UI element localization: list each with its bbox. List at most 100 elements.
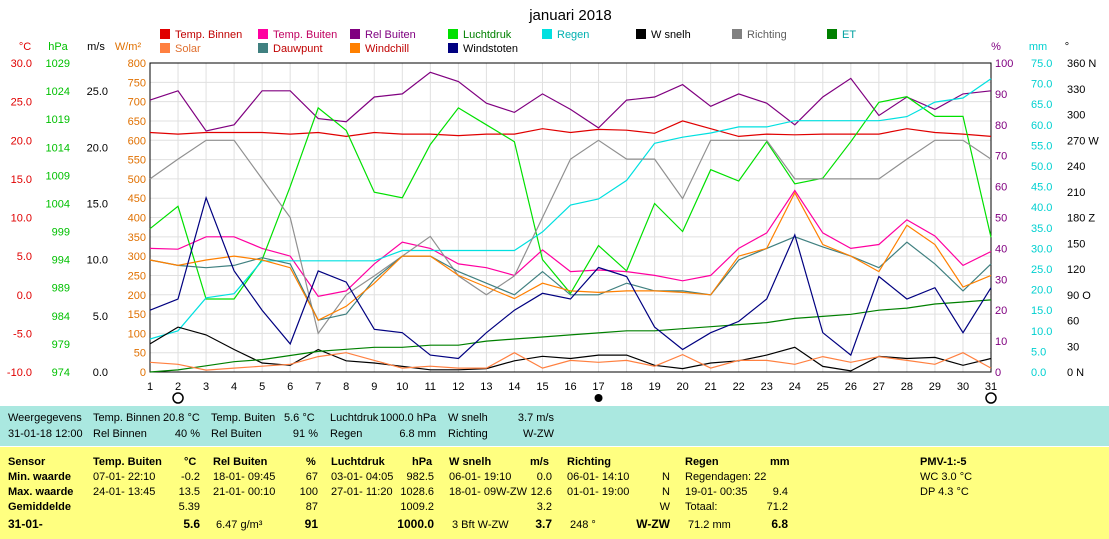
- tick-label-temp: -10.0: [7, 367, 32, 379]
- stat-richting-head: Richting: [567, 456, 611, 468]
- stat-richting-min-time: 06-01- 14:10: [567, 471, 630, 483]
- tick-label-wm2: 50: [134, 348, 146, 360]
- series-line-regen: [149, 78, 992, 340]
- legend-label-temp-buiten: Temp. Buiten: [273, 29, 337, 41]
- tick-label-dir: 180 Z: [1067, 213, 1095, 225]
- wsnelh-value: 3.7 m/s: [517, 412, 554, 424]
- tick-label-pct: 10: [995, 336, 1007, 348]
- stat-temp-min: -0.2: [181, 471, 200, 483]
- tick-label-hpa: 1014: [46, 142, 70, 154]
- stat-richting-degrees: 248 °: [570, 519, 596, 531]
- tick-label-wm2: 450: [128, 193, 146, 205]
- tick-label-wm2: 600: [128, 135, 146, 147]
- stat-rel-max: 100: [299, 486, 318, 498]
- rel-binnen-label: Rel Binnen: [93, 428, 147, 440]
- axis-label-temp: °C: [19, 41, 31, 53]
- tick-label-mm: 45.0: [1031, 182, 1052, 194]
- legend-swatch-et: [827, 29, 837, 39]
- stat-regen-total: 71.2: [766, 501, 788, 513]
- tick-label-pct: 50: [995, 213, 1007, 225]
- current-datetime: 31-01-18 12:00: [8, 428, 83, 440]
- tick-label-temp: 25.0: [11, 97, 32, 109]
- stat-temp-max: 13.5: [178, 486, 200, 498]
- tick-label-mm: 75.0: [1031, 58, 1052, 70]
- tick-label-mm: 15.0: [1031, 305, 1052, 317]
- x-tick-label: 27: [873, 381, 885, 393]
- tick-label-dir: 30: [1067, 341, 1079, 353]
- legend-label-et: ET: [842, 29, 856, 41]
- x-tick-label: 3: [203, 381, 209, 393]
- series-line-luchtdruk: [149, 96, 992, 300]
- tick-label-wm2: 100: [128, 328, 146, 340]
- legend-swatch-w-snelh: [636, 29, 646, 39]
- rel-binnen-value: 40 %: [174, 428, 200, 440]
- tick-label-pct: 80: [995, 120, 1007, 132]
- series-line-solar: [149, 352, 992, 371]
- stat-druk-current: 1000.0: [397, 517, 434, 531]
- weather-chart: januari 2018°C30.025.020.015.010.05.00.0…: [7, 7, 1099, 404]
- tick-label-wm2: 350: [128, 232, 146, 244]
- legend-swatch-richting: [732, 29, 742, 39]
- row-avg: Gemiddelde: [8, 501, 71, 513]
- x-tick-label: 5: [259, 381, 265, 393]
- tick-label-mm: 55.0: [1031, 140, 1052, 152]
- tick-label-mm: 30.0: [1031, 243, 1052, 255]
- stat-richting-current: W-ZW: [636, 517, 670, 531]
- regen-value: 6.8 mm: [399, 428, 436, 440]
- series-line-et: [149, 299, 992, 373]
- tick-label-mm: 50.0: [1031, 161, 1052, 173]
- stat-wind-beaufort: 3 Bft W-ZW: [452, 519, 509, 531]
- tick-label-pct: 100: [995, 58, 1013, 70]
- tick-label-dir: 120: [1067, 264, 1085, 276]
- stat-rel-min-time: 18-01- 09:45: [213, 471, 276, 483]
- stat-druk-min: 982.5: [406, 471, 434, 483]
- regen-label: Regen: [330, 428, 363, 440]
- tick-label-mm: 20.0: [1031, 285, 1052, 297]
- stat-temp-min-time: 07-01- 22:10: [93, 471, 156, 483]
- series-line-w-snelh: [149, 326, 992, 372]
- x-tick-label: 19: [648, 381, 660, 393]
- axis-label-ms: m/s: [87, 41, 105, 53]
- x-tick-label: 15: [536, 381, 548, 393]
- legend-swatch-solar: [160, 43, 170, 53]
- plot-border: [149, 62, 992, 373]
- stat-temp-head: Temp. Buiten: [93, 456, 162, 468]
- stat-wind-head: W snelh: [449, 456, 492, 468]
- tick-label-wm2: 500: [128, 174, 146, 186]
- legend-label-temp-binnen: Temp. Binnen: [175, 29, 242, 41]
- tick-label-pct: 60: [995, 182, 1007, 194]
- tick-label-hpa: 994: [52, 255, 70, 267]
- tick-label-mm: 25.0: [1031, 264, 1052, 276]
- series-line-windchill: [149, 191, 992, 321]
- luchtdruk-label: Luchtdruk: [330, 412, 379, 424]
- tick-label-wm2: 250: [128, 270, 146, 282]
- wind-marker-open: [172, 392, 184, 404]
- x-tick-label: 24: [789, 381, 801, 393]
- stat-rel-current: 91: [304, 517, 318, 531]
- legend-swatch-temp-binnen: [160, 29, 170, 39]
- stat-wind-min-time: 06-01- 19:10: [449, 471, 512, 483]
- chart-title: januari 2018: [528, 7, 612, 24]
- tick-label-hpa: 979: [52, 339, 70, 351]
- temp-buiten-label: Temp. Buiten: [211, 412, 276, 424]
- legend-label-solar: Solar: [175, 43, 201, 55]
- legend-swatch-luchtdruk: [448, 29, 458, 39]
- stat-wind-unit: m/s: [530, 456, 549, 468]
- tick-label-wm2: 300: [128, 251, 146, 263]
- stat-rel-unit: %: [306, 456, 316, 468]
- tick-label-mm: 65.0: [1031, 99, 1052, 111]
- stat-rel-abs-humidity: 6.47 g/m³: [216, 519, 263, 531]
- temp-buiten-value: 5.6 °C: [284, 412, 315, 424]
- series-line-temp-binnen: [149, 120, 992, 138]
- tick-label-pct: 40: [995, 243, 1007, 255]
- stat-druk-unit: hPa: [412, 456, 433, 468]
- tick-label-ms: 10.0: [87, 255, 108, 267]
- stat-regen-head: Regen: [685, 456, 719, 468]
- legend-swatch-dauwpunt: [258, 43, 268, 53]
- stat-wind-max-time: 18-01- 09W-ZW: [449, 486, 528, 498]
- tick-label-temp: 10.0: [11, 213, 32, 225]
- tick-label-dir: 270 W: [1067, 135, 1099, 147]
- tick-label-hpa: 1029: [46, 58, 70, 70]
- stat-pmv-head: PMV-1:-5: [920, 456, 967, 468]
- x-tick-label: 11: [425, 381, 436, 393]
